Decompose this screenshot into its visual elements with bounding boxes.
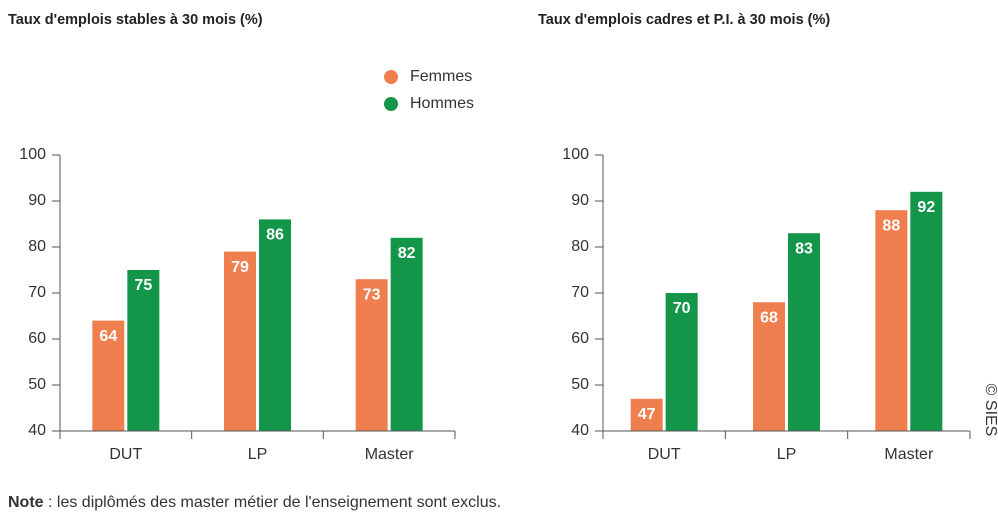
bar bbox=[224, 251, 256, 431]
value-label: 92 bbox=[917, 199, 935, 216]
note: Note : les diplômés des master métier de… bbox=[8, 494, 501, 511]
legend-label: Femmes bbox=[410, 68, 472, 85]
value-label: 73 bbox=[363, 286, 381, 303]
y-tick-label: 100 bbox=[562, 146, 589, 163]
bar bbox=[788, 233, 820, 431]
legend-label: Hommes bbox=[410, 95, 474, 112]
y-tick-label: 50 bbox=[571, 376, 589, 393]
bar bbox=[875, 210, 908, 431]
y-tick-label: 40 bbox=[28, 422, 46, 439]
note-label: Note bbox=[8, 494, 44, 511]
value-label: 86 bbox=[266, 227, 284, 244]
x-tick-label: DUT bbox=[648, 446, 681, 463]
value-label: 68 bbox=[760, 309, 778, 326]
x-tick-label: DUT bbox=[109, 446, 142, 463]
y-tick-label: 100 bbox=[19, 146, 46, 163]
value-label: 70 bbox=[673, 300, 691, 317]
bar bbox=[127, 270, 160, 431]
y-tick-label: 50 bbox=[28, 376, 46, 393]
value-label: 79 bbox=[231, 259, 249, 276]
value-label: 82 bbox=[398, 245, 416, 262]
note-text: : les diplômés des master métier de l'en… bbox=[44, 494, 502, 511]
bar bbox=[910, 191, 943, 431]
legend-swatch bbox=[384, 97, 398, 111]
y-tick-label: 90 bbox=[571, 192, 589, 209]
value-label: 75 bbox=[134, 277, 152, 294]
y-tick-label: 80 bbox=[28, 238, 46, 255]
bar bbox=[753, 302, 785, 431]
x-tick-label: Master bbox=[884, 446, 934, 463]
y-tick-label: 70 bbox=[571, 284, 589, 301]
bar bbox=[92, 320, 125, 431]
bar bbox=[630, 398, 663, 431]
bar bbox=[390, 237, 423, 431]
bar bbox=[355, 279, 388, 431]
value-label: 88 bbox=[882, 217, 900, 234]
y-tick-label: 70 bbox=[28, 284, 46, 301]
y-tick-label: 90 bbox=[28, 192, 46, 209]
x-tick-label: LP bbox=[777, 446, 797, 463]
legend-swatch bbox=[384, 70, 398, 84]
chart-title: Taux d'emplois stables à 30 mois (%) bbox=[8, 12, 263, 28]
bar bbox=[259, 219, 291, 431]
bar bbox=[665, 293, 698, 431]
x-tick-label: Master bbox=[365, 446, 415, 463]
chart-title: Taux d'emplois cadres et P.I. à 30 mois … bbox=[538, 12, 830, 28]
y-tick-label: 40 bbox=[571, 422, 589, 439]
y-tick-label: 60 bbox=[28, 330, 46, 347]
value-label: 47 bbox=[638, 406, 656, 423]
y-tick-label: 60 bbox=[571, 330, 589, 347]
y-tick-label: 80 bbox=[571, 238, 589, 255]
value-label: 64 bbox=[99, 328, 117, 345]
x-tick-label: LP bbox=[248, 446, 268, 463]
source: © SIES bbox=[982, 384, 998, 437]
value-label: 83 bbox=[795, 240, 813, 257]
